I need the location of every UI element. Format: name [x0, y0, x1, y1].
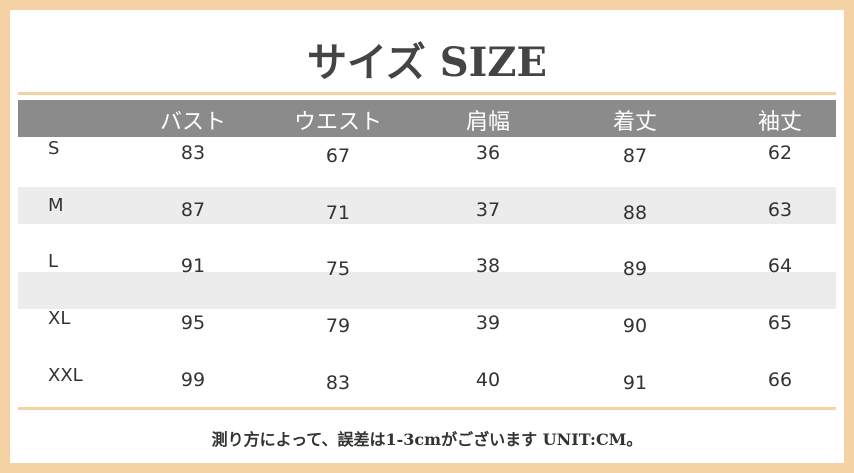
- cell-value: 64: [767, 255, 793, 277]
- row-band: [18, 272, 836, 309]
- cell-value: 37: [475, 199, 501, 221]
- cell-value: 83: [180, 142, 206, 164]
- cell-value: 99: [180, 369, 206, 391]
- column-header: 着丈: [612, 110, 657, 135]
- cell-value: 91: [622, 372, 648, 394]
- cell-value: 79: [325, 315, 351, 337]
- cell-value: 83: [325, 372, 351, 394]
- column-header: 袖丈: [757, 110, 802, 135]
- size-label: L: [48, 251, 59, 272]
- size-label: XXL: [48, 365, 83, 386]
- cell-value: 91: [180, 255, 206, 277]
- cell-value: 66: [767, 369, 793, 391]
- cell-value: 39: [475, 312, 501, 334]
- size-label: M: [48, 195, 64, 216]
- column-header: ウエスト: [293, 110, 382, 135]
- cell-value: 40: [475, 369, 501, 391]
- cell-value: 89: [622, 258, 648, 280]
- card: サイズ SIZE 測り方によって、誤差は1-3cmがございます UNIT:CM。…: [10, 10, 844, 463]
- title: サイズ SIZE: [306, 39, 547, 86]
- cell-value: 87: [622, 145, 648, 167]
- cell-value: 65: [767, 312, 793, 334]
- column-header: バスト: [159, 110, 226, 135]
- cell-value: 71: [325, 202, 351, 224]
- column-header: 肩幅: [465, 110, 510, 135]
- footer-note: 測り方によって、誤差は1-3cmがございます UNIT:CM。: [211, 430, 643, 449]
- cell-value: 67: [325, 145, 351, 167]
- cell-value: 75: [325, 258, 351, 280]
- cell-value: 63: [767, 199, 793, 221]
- cell-value: 62: [767, 142, 793, 164]
- cell-value: 88: [622, 202, 648, 224]
- cell-value: 36: [475, 142, 501, 164]
- divider: [18, 407, 836, 410]
- cell-value: 38: [475, 255, 501, 277]
- size-label: S: [48, 138, 60, 159]
- size-label: XL: [48, 308, 71, 329]
- header-band: [18, 100, 836, 137]
- divider: [18, 92, 836, 95]
- row-band: [18, 187, 836, 224]
- cell-value: 87: [180, 199, 206, 221]
- cell-value: 90: [622, 315, 648, 337]
- cell-value: 95: [180, 312, 206, 334]
